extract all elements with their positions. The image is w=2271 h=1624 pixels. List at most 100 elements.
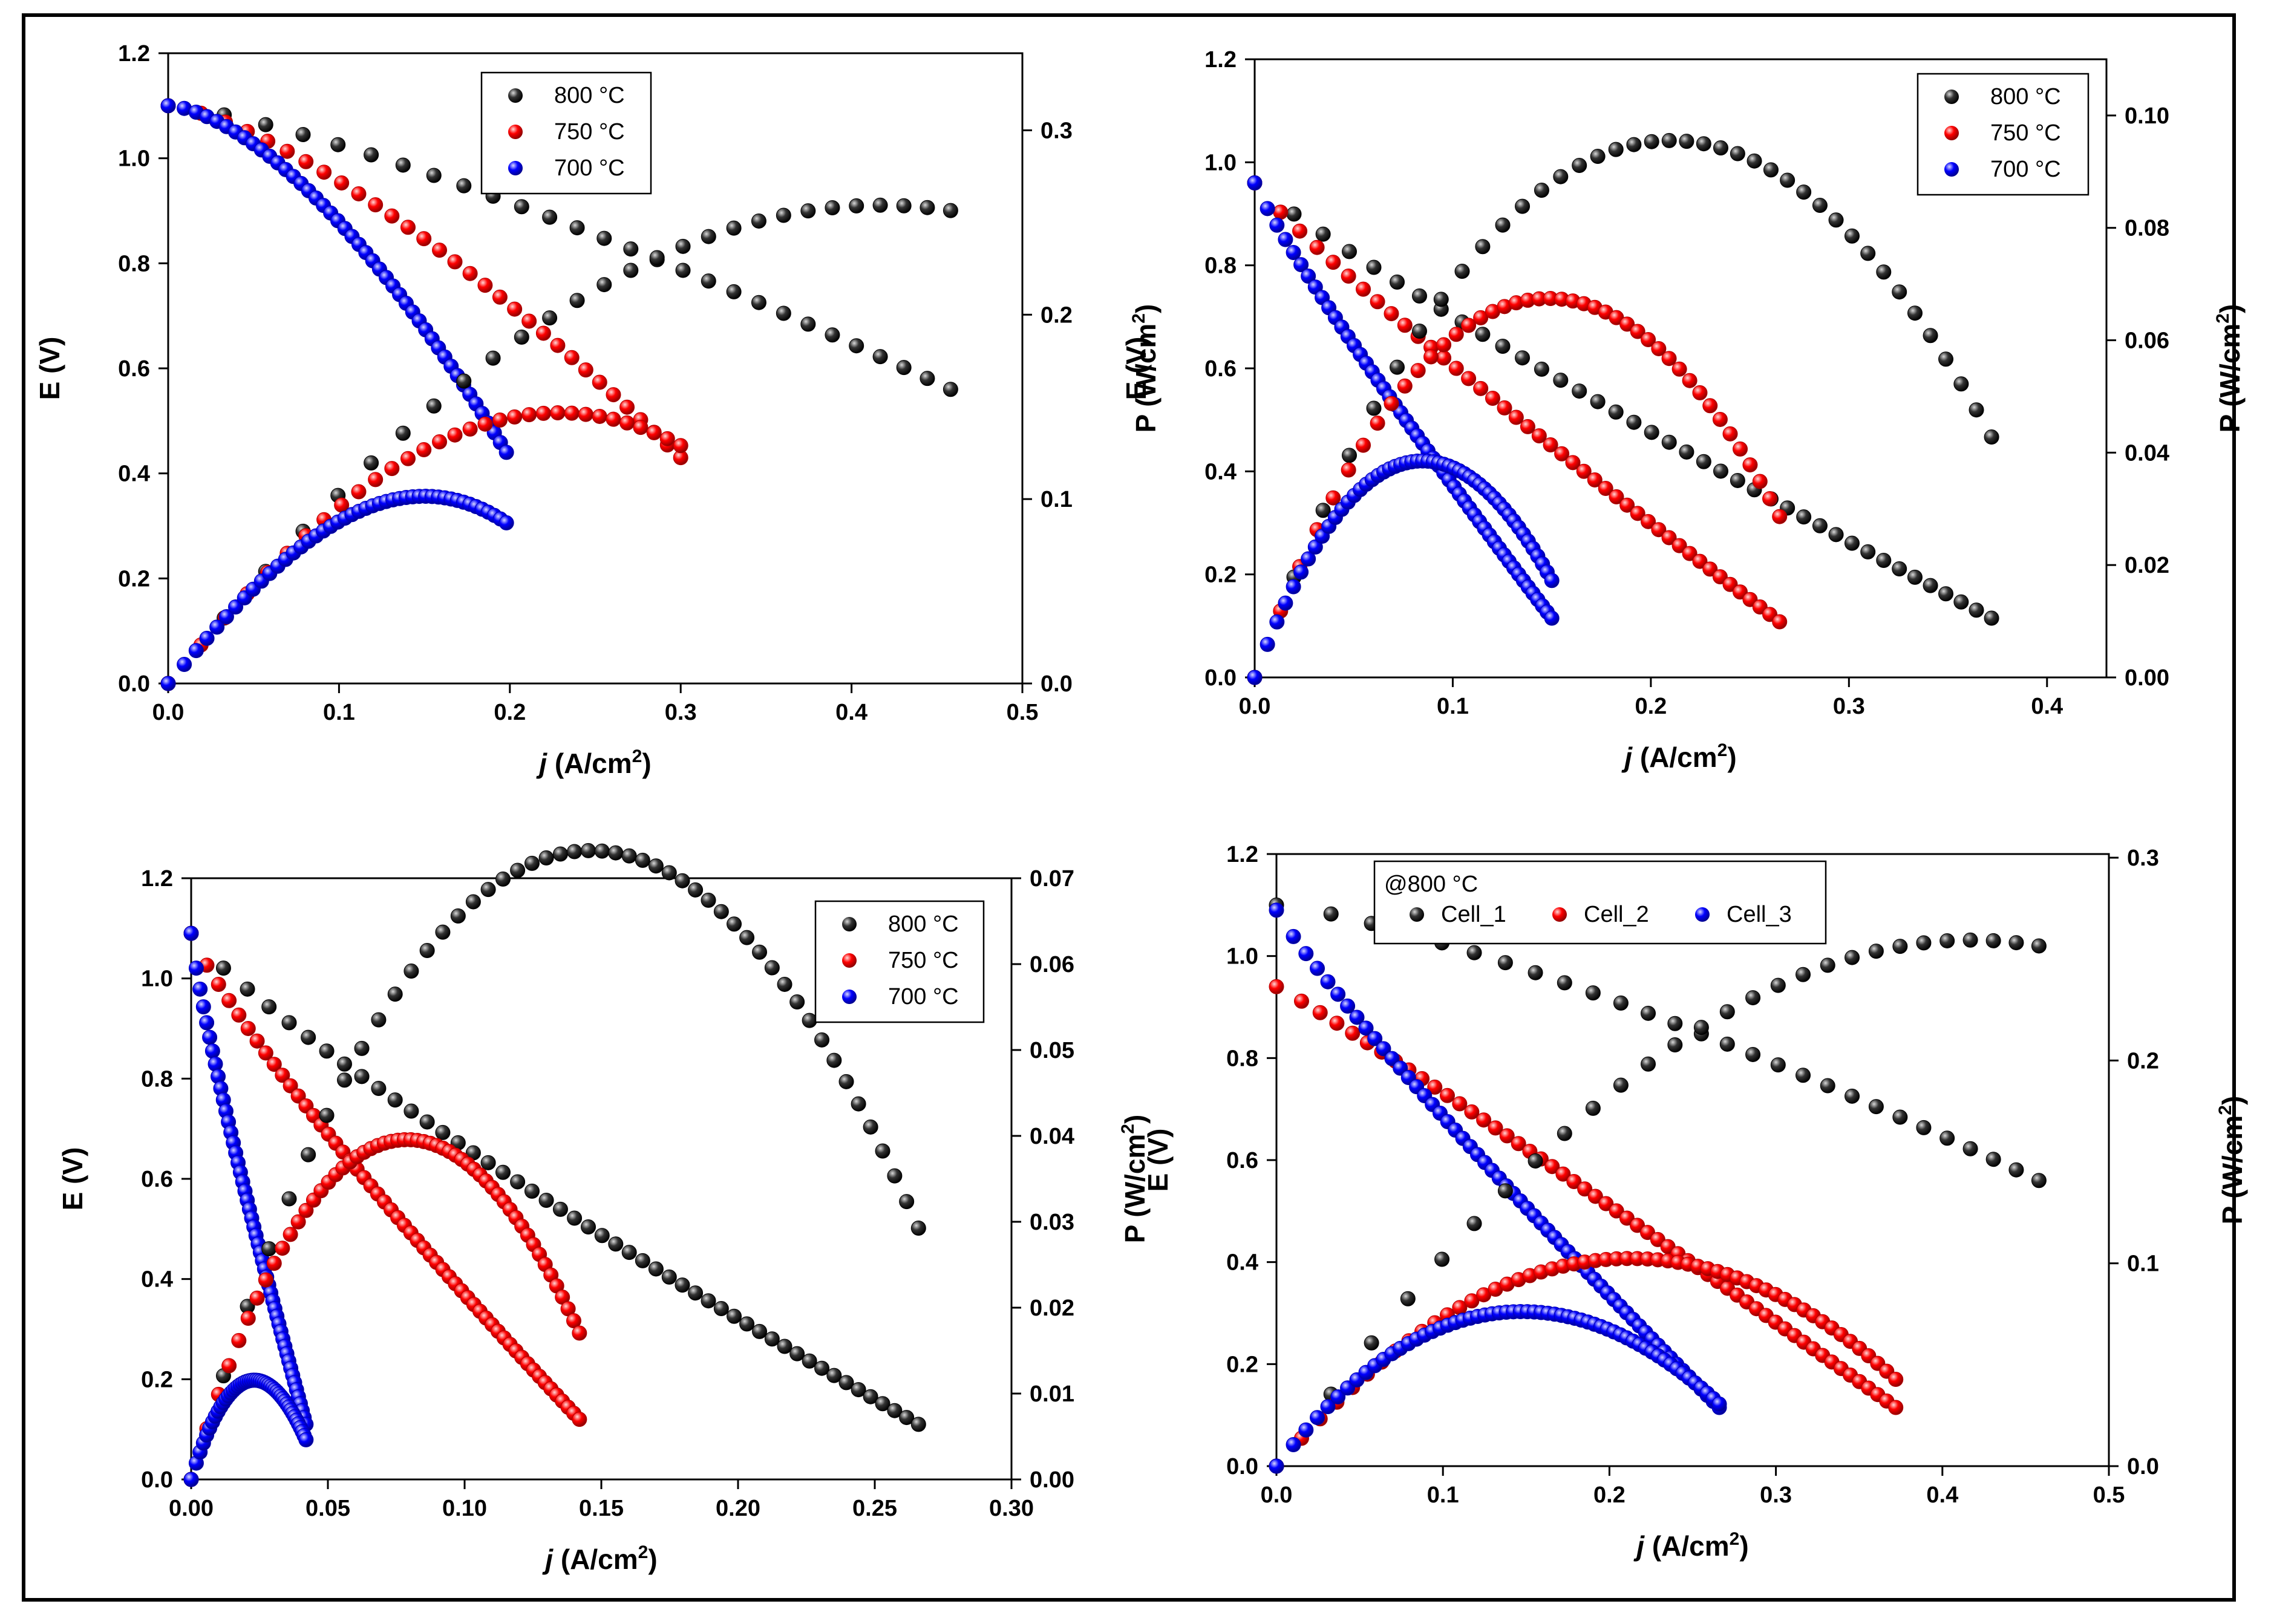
data-point: [249, 1033, 265, 1049]
legend-marker: [508, 125, 523, 139]
data-point: [1499, 1128, 1515, 1144]
data-point: [596, 277, 612, 293]
legend-marker: [842, 953, 857, 968]
data-point: [1293, 564, 1309, 580]
data-point: [764, 960, 780, 976]
data-point: [334, 175, 350, 191]
x-tick-label: 0.0: [1261, 1482, 1293, 1508]
data-point: [240, 1310, 256, 1326]
data-point: [298, 154, 314, 169]
data-point: [207, 1056, 223, 1072]
data-point: [221, 1358, 237, 1374]
data-point: [1340, 998, 1356, 1014]
y-tick-label: 1.0: [1226, 944, 1258, 970]
legend-label: Cell_3: [1727, 902, 1792, 927]
data-point: [572, 1412, 587, 1427]
data-point: [1667, 1037, 1683, 1052]
data-point: [1796, 1068, 1811, 1083]
y-tick-label: 1.0: [141, 967, 173, 992]
data-point: [1427, 1079, 1443, 1095]
data-point: [281, 1015, 297, 1031]
data-point: [1772, 614, 1788, 630]
data-point: [371, 1081, 387, 1097]
data-point: [1953, 594, 1969, 610]
data-point: [825, 200, 840, 215]
data-point: [188, 643, 204, 659]
data-point: [1730, 472, 1745, 488]
data-point: [1286, 579, 1301, 595]
data-point: [319, 1107, 335, 1123]
data-point: [387, 1092, 403, 1108]
data-point: [1626, 137, 1642, 152]
y2-axis-title-close: ): [1119, 1115, 1151, 1124]
data-point: [258, 1272, 273, 1288]
y-tick-label: 0.8: [118, 251, 150, 276]
y-tick-label: 0.2: [1204, 563, 1237, 588]
x-axis-title-close: ): [648, 1544, 657, 1575]
data-point: [456, 178, 472, 194]
x-tick-label: 0.0: [152, 700, 185, 725]
data-point: [1812, 198, 1828, 214]
data-point: [1598, 1196, 1614, 1211]
data-point: [594, 1228, 610, 1244]
data-point: [581, 1219, 596, 1234]
series-power-4: [1247, 291, 1788, 685]
data-point: [1553, 169, 1569, 184]
data-point: [838, 1074, 854, 1089]
data-point: [261, 1241, 277, 1257]
data-point: [1286, 206, 1302, 222]
data-point: [1497, 1183, 1513, 1199]
y2-tick-label: 0.1: [1041, 487, 1073, 512]
data-point: [364, 147, 379, 163]
data-point: [538, 1192, 554, 1208]
data-point: [364, 455, 379, 471]
data-point: [456, 373, 472, 389]
data-point: [1247, 175, 1263, 191]
data-point: [800, 316, 816, 332]
data-point: [1719, 1004, 1735, 1020]
data-point: [1260, 636, 1275, 652]
data-point: [1466, 1216, 1482, 1231]
y-tick-label: 0.0: [118, 671, 150, 697]
data-point: [1286, 245, 1301, 261]
legend-marker: [1410, 907, 1424, 922]
y-tick-label: 1.2: [1204, 47, 1237, 73]
data-point: [298, 1432, 314, 1447]
data-point: [495, 1164, 511, 1180]
data-point: [875, 1396, 890, 1412]
data-point: [1796, 967, 1811, 982]
data-point: [477, 416, 493, 432]
data-point: [1696, 454, 1711, 469]
data-point: [1411, 288, 1427, 304]
y-tick-label: 0.4: [1226, 1250, 1258, 1276]
data-point: [283, 1227, 298, 1242]
data-point: [1939, 933, 1955, 948]
y2-tick-label: 0.00: [2125, 665, 2169, 691]
data-point: [1301, 269, 1316, 284]
data-point: [160, 676, 176, 691]
data-point: [183, 925, 199, 941]
data-point: [1555, 1166, 1571, 1182]
y2-tick-label: 0.00: [1030, 1467, 1074, 1493]
series-voltage-1: [1269, 979, 1904, 1415]
y-tick-label: 0.2: [141, 1367, 173, 1392]
data-point: [301, 1029, 316, 1045]
data-point: [1309, 240, 1325, 255]
x-axis-title: j (A/cm2): [536, 746, 651, 779]
data-point: [1613, 995, 1629, 1011]
data-point: [400, 451, 416, 466]
data-point: [1619, 316, 1635, 332]
data-point: [1345, 1025, 1361, 1041]
data-point: [371, 1012, 387, 1028]
data-point: [1323, 906, 1339, 922]
data-point: [1439, 1088, 1455, 1103]
data-point: [1772, 509, 1788, 524]
data-point: [1384, 306, 1399, 322]
data-point: [1269, 979, 1284, 994]
data-point: [739, 1316, 755, 1332]
data-point: [1770, 977, 1786, 993]
data-point: [1641, 1056, 1656, 1072]
data-point: [646, 425, 662, 440]
data-point: [1269, 1458, 1284, 1474]
data-point: [1916, 1120, 1932, 1135]
